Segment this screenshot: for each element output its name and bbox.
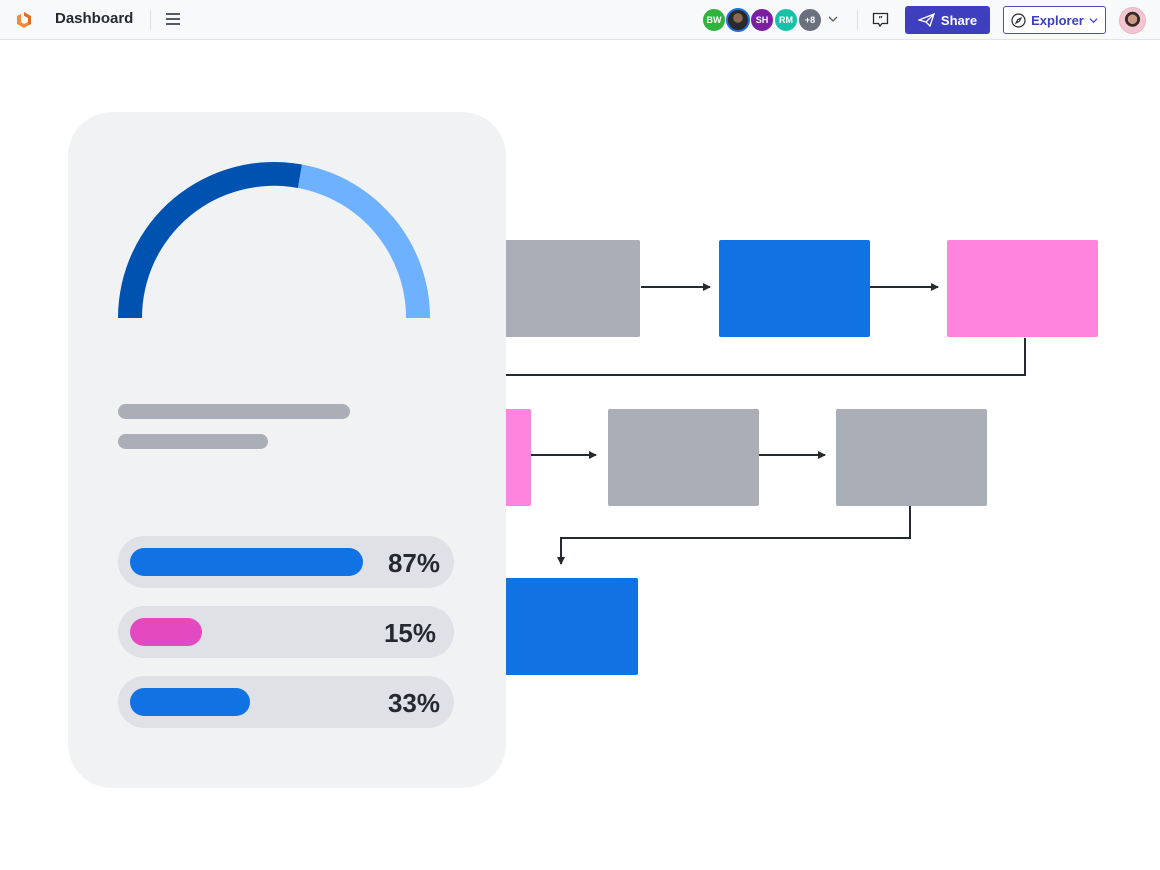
flow-node-gray[interactable]	[608, 409, 759, 506]
gauge-light-segment	[298, 164, 430, 318]
app-logo-icon[interactable]	[15, 11, 33, 29]
stats-card: 87% 15% 33%	[68, 112, 506, 788]
progress-row: 15%	[118, 606, 454, 658]
progress-fill	[130, 548, 363, 576]
compass-icon	[1011, 12, 1026, 28]
user-avatar[interactable]	[1119, 7, 1146, 34]
progress-value: 33%	[387, 688, 440, 718]
progress-value: 87%	[387, 548, 440, 578]
avatar-overflow-count[interactable]: +8	[798, 8, 822, 32]
progress-row: 33%	[118, 676, 454, 728]
svg-text:”: ”	[878, 15, 883, 23]
avatar-rm[interactable]: RM	[774, 8, 798, 32]
divider	[857, 10, 858, 30]
collaborator-avatars[interactable]: BW SH RM +8	[702, 8, 822, 32]
gauge-dark-segment	[118, 161, 302, 318]
hamburger-menu-icon[interactable]	[166, 13, 180, 25]
flow-node-blue[interactable]	[719, 240, 870, 337]
comment-icon[interactable]: ”	[872, 12, 889, 28]
progress-value: 15%	[383, 618, 436, 648]
avatar-photo[interactable]	[726, 8, 750, 32]
paper-plane-icon	[917, 13, 935, 27]
flow-node-gray[interactable]	[836, 409, 987, 506]
explorer-button[interactable]: Explorer	[1003, 6, 1106, 34]
avatar-sh[interactable]: SH	[750, 8, 774, 32]
text-placeholder	[118, 434, 268, 449]
explorer-label: Explorer	[1031, 12, 1084, 28]
chevron-down-icon	[1089, 17, 1098, 23]
progress-row: 87%	[118, 536, 454, 588]
text-placeholder	[118, 404, 350, 419]
share-label: Share	[940, 12, 978, 28]
flow-node-blue[interactable]	[490, 578, 638, 675]
page-title: Dashboard	[55, 10, 134, 27]
progress-fill	[130, 688, 250, 716]
gauge-chart	[118, 161, 430, 318]
progress-fill	[130, 618, 202, 646]
chevron-down-icon[interactable]	[828, 14, 838, 24]
divider	[150, 10, 151, 30]
flow-node-gray[interactable]	[490, 240, 640, 337]
flow-node-pink[interactable]	[947, 240, 1098, 337]
share-button[interactable]: Share	[905, 6, 990, 34]
avatar-bw[interactable]: BW	[702, 8, 726, 32]
top-bar: Dashboard BW SH RM +8 ” Share Explorer	[0, 0, 1160, 40]
